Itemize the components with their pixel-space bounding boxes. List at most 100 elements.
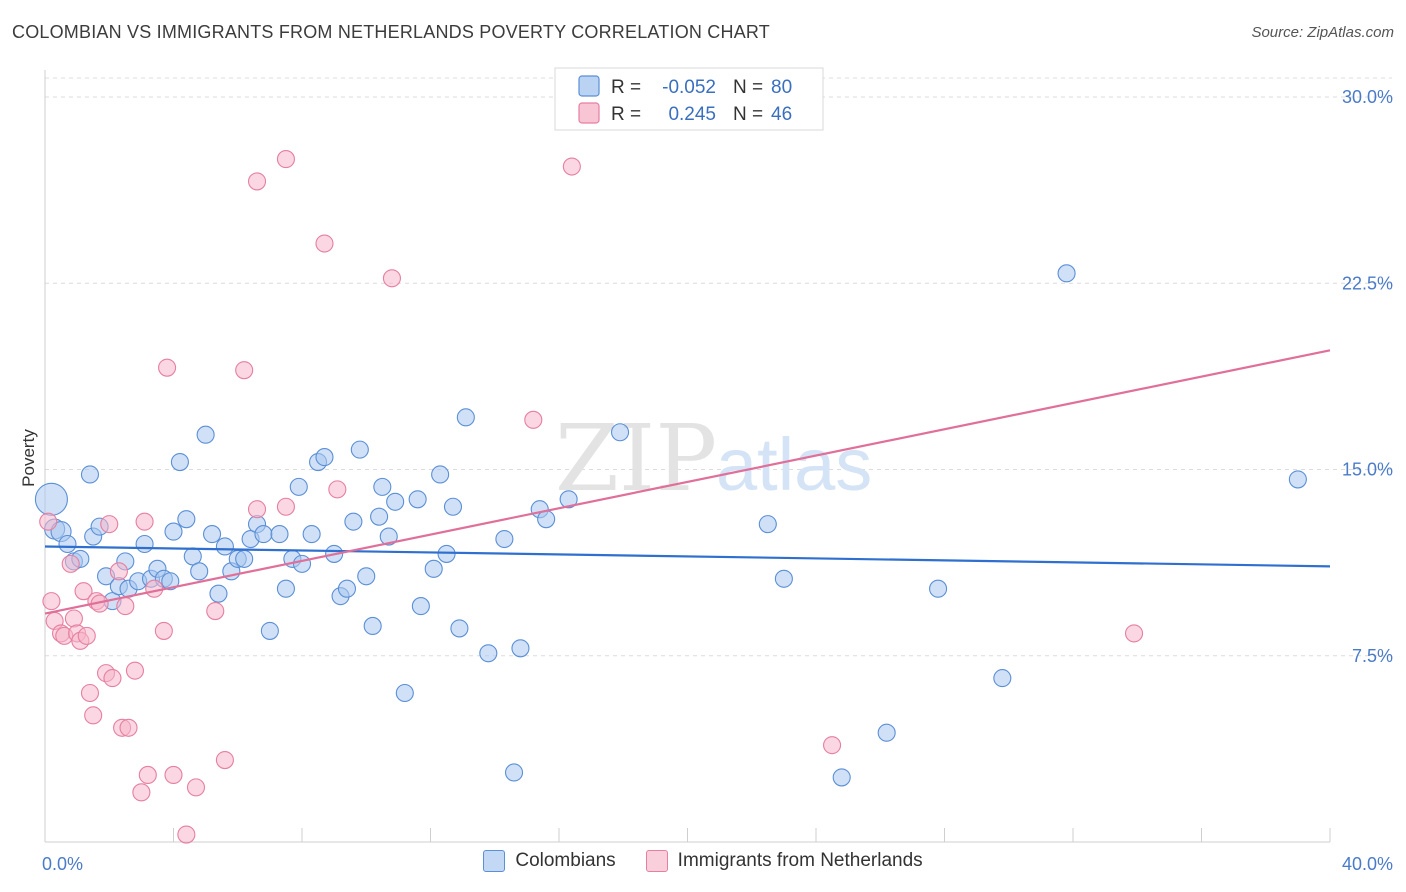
point-colombians [395,683,414,703]
point-colombians [450,619,469,638]
point-netherlands [84,706,103,725]
point-colombians [610,423,630,442]
bottom-legend-swatch-netherlands [645,850,668,872]
point-colombians [170,452,189,472]
point-colombians [203,525,222,544]
point-colombians [357,567,376,586]
point-netherlands [116,597,135,616]
point-colombians [80,465,100,484]
point-colombians [164,522,183,541]
point-colombians [431,465,450,484]
point-colombians [408,490,427,509]
legend-n-label-1: N = [733,77,763,98]
point-colombians [215,537,234,556]
point-netherlands [164,765,183,785]
point-colombians [537,510,556,529]
point-netherlands [74,582,93,601]
point-netherlands [64,609,83,628]
point-colombians [292,554,312,573]
point-netherlands [315,234,334,253]
bottom-legend-item-netherlands: Immigrants from Netherlands [645,850,923,872]
point-netherlands [562,157,581,176]
point-netherlands [100,515,119,534]
point-colombians [929,579,948,598]
point-netherlands [42,592,61,611]
point-colombians [456,408,475,427]
chart-source: Source: ZipAtlas.com [1251,24,1394,41]
point-colombians [443,497,463,516]
point-colombians [34,482,68,516]
bottom-legend-swatch-colombians [483,850,506,872]
point-netherlands [109,562,128,581]
point-netherlands [132,783,151,802]
bottom-legend-item-colombians: Colombians [483,850,616,872]
point-netherlands [135,512,154,531]
point-colombians [758,515,777,534]
legend-swatch-netherlands [578,102,600,124]
point-colombians [993,669,1012,688]
point-colombians [1057,264,1076,283]
point-colombians [495,529,514,549]
point-colombians [190,562,209,581]
point-colombians [511,639,530,658]
point-colombians [209,584,228,603]
bottom-legend-label-colombians: Colombians [515,850,616,871]
point-netherlands [276,150,295,169]
legend-n-value-2: 46 [771,104,792,125]
point-colombians [315,448,334,467]
point-netherlands [154,621,173,640]
point-netherlands [145,579,164,598]
point-colombians [437,544,456,563]
watermark-atlas: atlas [716,423,872,506]
legend-r-value-2: 0.245 [668,104,716,125]
point-colombians [135,534,154,554]
point-netherlands [158,358,177,377]
point-netherlands [328,480,347,499]
point-colombians [559,490,578,509]
point-colombians [289,477,308,496]
x-tick-label: 0.0% [42,854,83,874]
point-colombians [276,579,295,598]
point-colombians [479,644,498,663]
point-colombians [370,507,389,526]
point-colombians [1288,470,1307,489]
point-colombians [350,440,369,459]
point-netherlands [80,683,100,703]
y-tick-label: 30.0% [1342,87,1393,107]
point-colombians [832,768,851,787]
point-netherlands [77,626,96,645]
legend-swatch-colombians [578,75,600,97]
point-netherlands [103,669,122,688]
y-tick-label: 15.0% [1342,460,1393,480]
point-colombians [424,559,443,578]
y-tick-label: 7.5% [1352,646,1393,666]
point-colombians [363,616,382,636]
point-netherlands [125,661,144,680]
point-colombians [161,572,180,591]
trend-layer [44,349,1331,615]
point-colombians [254,525,273,544]
axis-layer: 7.5% 15.0% 22.5% 30.0% 0.0% 40.0% [42,70,1393,874]
point-netherlands [1124,624,1144,643]
point-colombians [344,512,363,531]
point-netherlands [61,554,80,573]
bottom-legend: Colombians Immigrants from Netherlands [0,850,1406,872]
point-colombians [235,549,254,568]
point-netherlands [247,172,267,191]
chart-title: COLOMBIAN VS IMMIGRANTS FROM NETHERLANDS… [12,22,770,42]
y-tick-label: 22.5% [1342,273,1393,293]
point-colombians [177,510,196,529]
trend-line-colombians [44,545,1331,568]
trend-line-netherlands [44,349,1331,615]
bottom-legend-label-netherlands: Immigrants from Netherlands [677,850,923,871]
legend-r-label-2: R = [611,104,641,125]
point-colombians [270,525,289,544]
point-colombians [196,425,215,444]
legend-n-label-2: N = [733,104,763,125]
point-netherlands [138,765,157,785]
point-netherlands [247,500,267,519]
point-colombians [386,492,405,511]
point-colombians [877,723,896,742]
legend-box: R = -0.052 N = 80 R = 0.245 N = 46 [554,67,824,131]
